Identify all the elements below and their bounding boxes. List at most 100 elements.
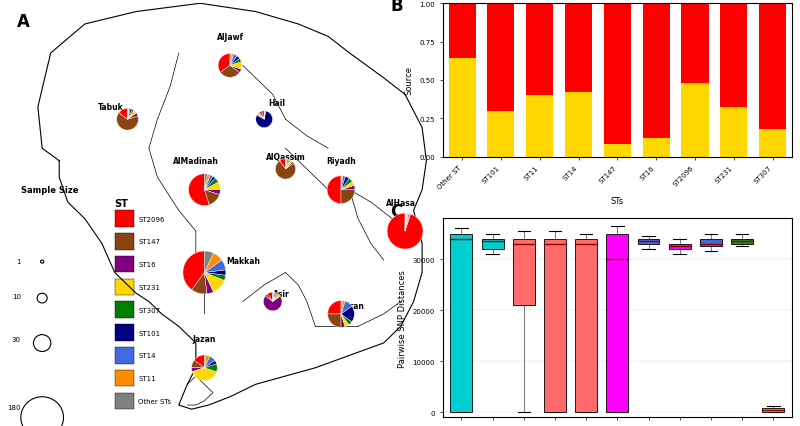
Wedge shape bbox=[341, 314, 345, 328]
Wedge shape bbox=[263, 296, 282, 311]
Wedge shape bbox=[286, 160, 290, 170]
Text: Tabuk: Tabuk bbox=[98, 103, 123, 112]
Wedge shape bbox=[118, 109, 127, 120]
Bar bbox=[759, 130, 786, 157]
Wedge shape bbox=[256, 112, 273, 128]
Wedge shape bbox=[341, 314, 349, 327]
Wedge shape bbox=[258, 114, 264, 120]
Bar bbox=[487, 111, 514, 157]
Wedge shape bbox=[341, 301, 345, 314]
Bar bbox=[731, 239, 753, 244]
Wedge shape bbox=[273, 293, 276, 302]
Bar bbox=[759, 4, 786, 130]
Wedge shape bbox=[341, 186, 355, 190]
Text: ST14: ST14 bbox=[138, 352, 156, 359]
Bar bbox=[565, 4, 592, 93]
Wedge shape bbox=[204, 270, 226, 276]
Bar bbox=[114, 302, 134, 318]
Text: Jazan: Jazan bbox=[193, 334, 216, 343]
Text: ST11: ST11 bbox=[138, 375, 156, 381]
Bar bbox=[720, 108, 747, 157]
Bar bbox=[526, 4, 554, 96]
Wedge shape bbox=[341, 182, 354, 190]
Wedge shape bbox=[328, 301, 341, 314]
Text: ST2096: ST2096 bbox=[138, 216, 165, 222]
Wedge shape bbox=[204, 251, 214, 273]
Wedge shape bbox=[192, 368, 217, 381]
Wedge shape bbox=[273, 293, 274, 302]
Bar bbox=[682, 4, 709, 84]
Bar bbox=[604, 145, 631, 157]
Wedge shape bbox=[341, 176, 342, 190]
Wedge shape bbox=[275, 161, 296, 180]
Text: 180: 180 bbox=[7, 404, 21, 410]
Text: ST307: ST307 bbox=[138, 307, 160, 313]
Wedge shape bbox=[127, 110, 134, 120]
Text: Makkah: Makkah bbox=[226, 256, 260, 265]
Wedge shape bbox=[259, 112, 264, 120]
Text: ST101: ST101 bbox=[138, 330, 160, 336]
Bar bbox=[482, 239, 503, 249]
Wedge shape bbox=[405, 214, 407, 232]
Text: 30: 30 bbox=[12, 336, 21, 342]
Wedge shape bbox=[204, 273, 226, 281]
Wedge shape bbox=[286, 159, 287, 170]
Bar bbox=[669, 244, 690, 249]
Text: B: B bbox=[390, 0, 403, 14]
Wedge shape bbox=[273, 293, 277, 302]
Wedge shape bbox=[273, 294, 278, 302]
Wedge shape bbox=[204, 273, 224, 292]
Wedge shape bbox=[341, 177, 349, 190]
Bar bbox=[762, 408, 784, 412]
Wedge shape bbox=[230, 63, 242, 70]
Wedge shape bbox=[405, 214, 410, 232]
Wedge shape bbox=[204, 253, 222, 273]
Wedge shape bbox=[267, 293, 273, 302]
Bar bbox=[114, 211, 134, 227]
Bar bbox=[565, 93, 592, 157]
Wedge shape bbox=[286, 162, 294, 170]
Wedge shape bbox=[127, 109, 129, 120]
Wedge shape bbox=[204, 190, 219, 205]
Text: AlQassim: AlQassim bbox=[266, 153, 306, 161]
Wedge shape bbox=[230, 55, 234, 66]
Bar bbox=[642, 4, 670, 139]
Wedge shape bbox=[204, 176, 213, 190]
Bar bbox=[449, 59, 476, 157]
Text: Asir: Asir bbox=[273, 289, 290, 298]
Wedge shape bbox=[204, 190, 220, 195]
Text: AlJawf: AlJawf bbox=[217, 33, 243, 42]
Wedge shape bbox=[230, 57, 240, 66]
Wedge shape bbox=[257, 115, 264, 120]
Text: 10: 10 bbox=[12, 293, 21, 299]
Wedge shape bbox=[405, 213, 406, 232]
Wedge shape bbox=[204, 356, 214, 368]
Bar bbox=[526, 96, 554, 157]
Wedge shape bbox=[341, 179, 352, 190]
Wedge shape bbox=[230, 66, 242, 73]
Wedge shape bbox=[127, 114, 138, 120]
Wedge shape bbox=[204, 183, 220, 190]
Wedge shape bbox=[204, 174, 207, 190]
X-axis label: STs: STs bbox=[610, 196, 624, 205]
Wedge shape bbox=[127, 109, 132, 120]
Wedge shape bbox=[273, 294, 280, 302]
Bar bbox=[449, 4, 476, 59]
Wedge shape bbox=[286, 161, 293, 170]
Wedge shape bbox=[230, 55, 231, 66]
Bar bbox=[642, 139, 670, 157]
Polygon shape bbox=[38, 4, 426, 409]
Bar bbox=[604, 4, 631, 145]
Wedge shape bbox=[328, 314, 341, 328]
Wedge shape bbox=[220, 66, 240, 78]
Bar bbox=[114, 393, 134, 409]
Wedge shape bbox=[230, 59, 242, 66]
Bar bbox=[700, 239, 722, 247]
Wedge shape bbox=[286, 160, 289, 170]
Wedge shape bbox=[204, 177, 215, 190]
Text: 1: 1 bbox=[16, 258, 21, 264]
Y-axis label: Source: Source bbox=[405, 66, 414, 95]
Wedge shape bbox=[230, 55, 237, 66]
Wedge shape bbox=[204, 175, 210, 190]
Wedge shape bbox=[194, 355, 204, 368]
